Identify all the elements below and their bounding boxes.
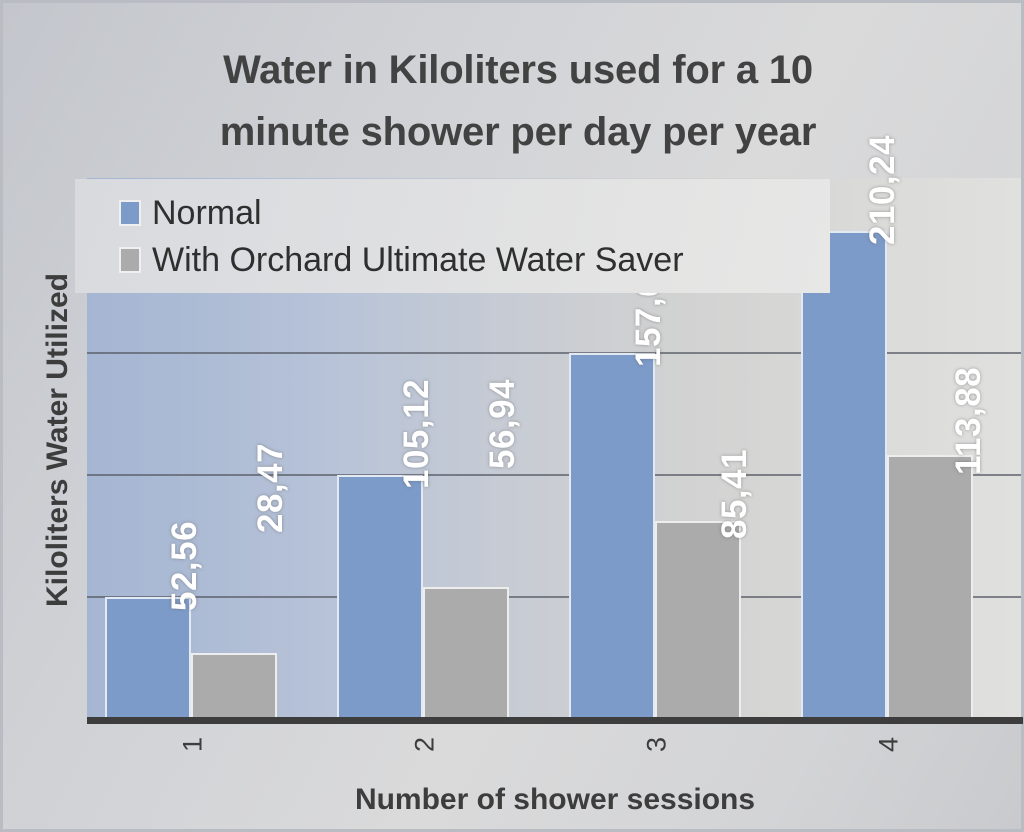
legend-label-saver: With Orchard Ultimate Water Saver bbox=[152, 240, 684, 279]
legend-item-normal[interactable]: Normal bbox=[119, 189, 830, 236]
bar-group-4: 210,24 113,88 bbox=[801, 135, 1021, 719]
bar-label-normal-4: 210,24 bbox=[863, 134, 902, 245]
y-axis-title: Kiloliters Water Utilized bbox=[41, 273, 74, 607]
bar-saver-2[interactable]: 56,94 bbox=[423, 379, 522, 719]
x-tick-label-1: 1 bbox=[177, 736, 208, 753]
x-tick-label-4: 4 bbox=[873, 736, 904, 753]
bar-normal-3[interactable]: 157,68 bbox=[569, 257, 668, 719]
gridline-2 bbox=[87, 474, 1021, 476]
legend-item-saver[interactable]: With Orchard Ultimate Water Saver bbox=[119, 236, 830, 283]
chart-title-line-1: Water in Kiloliters used for a 10 bbox=[223, 48, 813, 92]
bar-label-normal-1: 52,56 bbox=[165, 520, 204, 611]
bar-saver-4[interactable]: 113,88 bbox=[887, 367, 988, 719]
bar-group-2: 105,12 56,94 bbox=[337, 178, 557, 719]
x-tick-label-3: 3 bbox=[641, 736, 672, 753]
bar-normal-1[interactable]: 52,56 bbox=[105, 521, 204, 719]
bar-label-saver-2: 56,94 bbox=[483, 378, 522, 469]
bar-saver-1[interactable]: 28,47 bbox=[191, 443, 290, 719]
chart-title: Water in Kiloliters used for a 10 minute… bbox=[123, 39, 913, 163]
legend-swatch-saver-icon bbox=[119, 246, 141, 273]
bar-normal-4[interactable]: 210,24 bbox=[801, 135, 902, 719]
bar-group-1: 52,56 28,47 bbox=[105, 178, 325, 719]
bar-normal-2[interactable]: 105,12 bbox=[337, 379, 436, 719]
legend-swatch-normal-icon bbox=[119, 199, 141, 226]
bar-label-saver-3: 85,41 bbox=[715, 448, 754, 539]
bar-label-saver-4: 113,88 bbox=[949, 366, 988, 475]
chart-title-line-2: minute shower per day per year bbox=[219, 110, 817, 154]
x-axis-line bbox=[87, 717, 1023, 724]
x-tick-label-2: 2 bbox=[409, 736, 440, 753]
bar-label-saver-1: 28,47 bbox=[251, 442, 290, 533]
chart-legend: Normal With Orchard Ultimate Water Saver bbox=[75, 179, 830, 293]
gridline-3 bbox=[87, 596, 1021, 598]
bar-saver-3[interactable]: 85,41 bbox=[655, 449, 754, 719]
x-axis-title: Number of shower sessions bbox=[354, 783, 756, 816]
gridline-1 bbox=[87, 352, 1021, 354]
legend-label-normal: Normal bbox=[152, 193, 262, 232]
bar-group-3: 157,68 85,41 bbox=[569, 178, 789, 719]
bar-label-normal-2: 105,12 bbox=[397, 378, 436, 489]
